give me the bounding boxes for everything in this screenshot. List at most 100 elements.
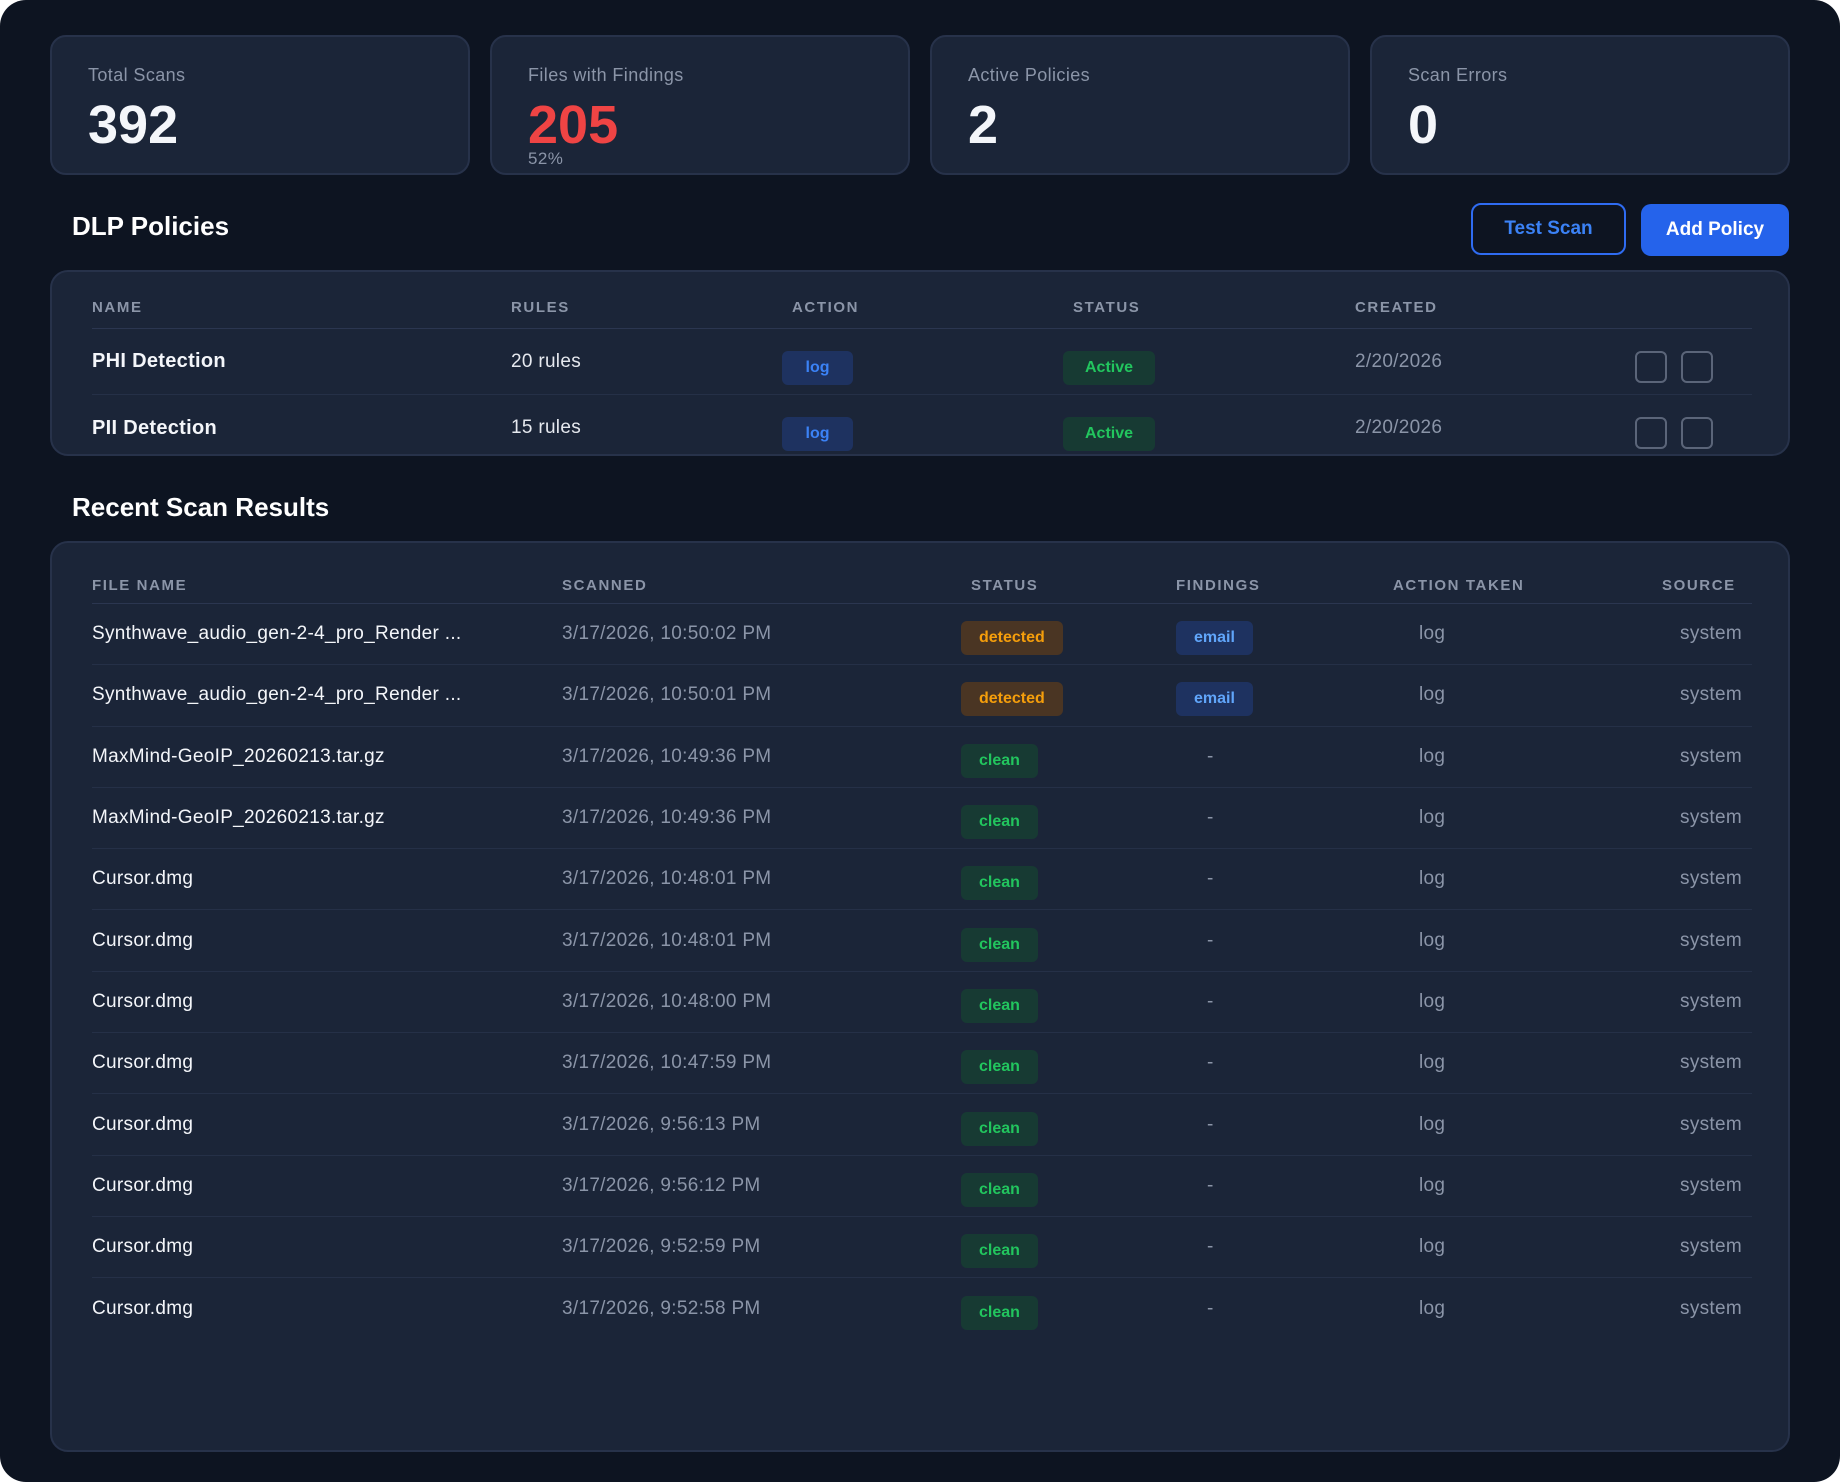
stat-card-files-with-findings: Files with Findings 205 52% [490, 35, 910, 175]
status-badge: clean [961, 866, 1038, 901]
scan-action-taken: log [1419, 990, 1446, 1012]
edit-icon[interactable] [1635, 417, 1667, 449]
policy-created: 2/20/2026 [1355, 417, 1443, 438]
status-badge: Active [1063, 350, 1155, 385]
scan-row[interactable]: MaxMind-GeoIP_20260213.tar.gz 3/17/2026, … [92, 788, 1752, 852]
status-badge: clean [961, 1295, 1038, 1330]
column-header-status: STATUS [971, 576, 1039, 594]
scan-timestamp: 3/17/2026, 9:56:12 PM [562, 1174, 761, 1196]
scan-timestamp: 3/17/2026, 10:50:01 PM [562, 684, 772, 706]
status-badge: clean [961, 1172, 1038, 1207]
stat-value: 205 [528, 95, 619, 155]
stat-card-scan-errors: Scan Errors 0 [1370, 35, 1790, 175]
scan-status-cell: clean [961, 731, 1038, 791]
column-header-created: CREATED [1355, 298, 1438, 316]
scan-status-cell: clean [961, 1160, 1038, 1220]
policy-rules: 20 rules [511, 350, 581, 372]
edit-icon[interactable] [1635, 351, 1667, 383]
scan-results-table: FILE NAME SCANNED STATUS FINDINGS ACTION… [50, 541, 1790, 1452]
scan-source: system [1680, 807, 1742, 829]
action-badge: log [782, 417, 853, 451]
scan-action-taken: log [1419, 807, 1446, 829]
scan-source: system [1680, 1113, 1742, 1135]
add-policy-button[interactable]: Add Policy [1641, 204, 1789, 256]
scan-timestamp: 3/17/2026, 9:52:58 PM [562, 1297, 761, 1319]
policies-section-title: DLP Policies [72, 211, 230, 241]
scan-row[interactable]: Synthwave_audio_gen-2-4_pro_Render ... 3/… [92, 604, 1752, 666]
scan-file-name: MaxMind-GeoIP_20260213.tar.gz [92, 807, 385, 829]
column-header-status: STATUS [1073, 298, 1141, 316]
scan-source: system [1680, 929, 1742, 951]
scan-findings: - [1207, 1174, 1214, 1196]
scan-file-name: Cursor.dmg [92, 1174, 194, 1196]
scan-row[interactable]: Cursor.dmg 3/17/2026, 10:48:01 PM clean - lo… [92, 849, 1752, 913]
scan-action-taken: log [1419, 1236, 1446, 1258]
scan-findings: - [1207, 868, 1214, 890]
scan-status-cell: clean [961, 915, 1038, 975]
scans-section-title: Recent Scan Results [72, 492, 330, 522]
scan-row[interactable]: Cursor.dmg 3/17/2026, 9:56:13 PM clean - log… [92, 1094, 1752, 1158]
action-badge: log [782, 350, 853, 385]
table-header: FILE NAME SCANNED STATUS FINDINGS ACTION… [92, 567, 1752, 604]
status-badge: clean [961, 1050, 1038, 1085]
scan-source: system [1680, 1174, 1742, 1196]
column-header-name: NAME [92, 298, 143, 316]
delete-icon[interactable] [1681, 417, 1713, 449]
scan-row[interactable]: MaxMind-GeoIP_20260213.tar.gz 3/17/2026, … [92, 727, 1752, 788]
column-header-rules: RULES [511, 298, 570, 316]
policy-row[interactable]: PII Detection 15 rules log Active 2/20/2… [92, 395, 1752, 454]
scan-source: system [1680, 990, 1742, 1012]
policy-action-cell: log [782, 401, 853, 454]
scan-status-cell: clean [961, 1098, 1038, 1158]
scan-status-cell: clean [961, 853, 1038, 913]
scan-timestamp: 3/17/2026, 10:49:36 PM [562, 745, 772, 767]
scan-source: system [1680, 684, 1742, 706]
scan-file-name: Cursor.dmg [92, 1297, 194, 1319]
finding-badge: email [1176, 621, 1253, 656]
scan-row[interactable]: Cursor.dmg 3/17/2026, 10:48:01 PM clean - lo… [92, 911, 1752, 972]
scan-findings: - [1207, 745, 1214, 767]
scan-timestamp: 3/17/2026, 10:48:01 PM [562, 868, 772, 890]
scan-timestamp: 3/17/2026, 10:48:01 PM [562, 929, 772, 951]
scan-findings: - [1207, 1297, 1214, 1319]
scan-action-taken: log [1419, 868, 1446, 890]
delete-icon[interactable] [1681, 351, 1713, 383]
scan-row[interactable]: Cursor.dmg 3/17/2026, 9:52:58 PM clean - log… [92, 1278, 1752, 1339]
scan-row[interactable]: Cursor.dmg 3/17/2026, 10:48:00 PM clean - lo… [92, 972, 1752, 1036]
test-scan-button[interactable]: Test Scan [1471, 203, 1626, 255]
scan-file-name: Synthwave_audio_gen-2-4_pro_Render ... [92, 684, 462, 706]
policy-name: PHI Detection [92, 350, 226, 372]
scan-status-cell: clean [961, 1037, 1038, 1097]
scan-file-name: Cursor.dmg [92, 868, 194, 890]
scan-status-cell: clean [961, 1221, 1038, 1281]
scan-action-taken: log [1419, 929, 1446, 951]
table-header: NAME RULES ACTION STATUS CREATED [92, 286, 1752, 329]
column-header-action-taken: ACTION TAKEN [1393, 576, 1525, 594]
scan-status-cell: clean [961, 792, 1038, 852]
policy-row[interactable]: PHI Detection 20 rules log Active 2/20/2… [92, 329, 1752, 395]
scan-findings: - [1207, 929, 1214, 951]
column-header-action: ACTION [792, 298, 860, 316]
policy-created: 2/20/2026 [1355, 350, 1443, 372]
policy-name: PII Detection [92, 416, 218, 439]
scan-status-cell: clean [961, 976, 1038, 1036]
scan-file-name: Cursor.dmg [92, 990, 194, 1012]
scan-file-name: Synthwave_audio_gen-2-4_pro_Render ... [92, 623, 462, 645]
scan-row[interactable]: Cursor.dmg 3/17/2026, 9:56:12 PM clean - log… [92, 1156, 1752, 1217]
scan-file-name: MaxMind-GeoIP_20260213.tar.gz [92, 745, 385, 767]
scan-timestamp: 3/17/2026, 10:48:00 PM [562, 990, 772, 1012]
stat-label: Active Policies [968, 65, 1091, 85]
scan-row[interactable]: Synthwave_audio_gen-2-4_pro_Render ... 3/… [92, 665, 1752, 727]
scan-action-taken: log [1419, 684, 1446, 706]
status-badge: clean [961, 988, 1038, 1023]
scan-findings: - [1207, 1236, 1214, 1258]
scan-row[interactable]: Cursor.dmg 3/17/2026, 9:52:59 PM clean - log… [92, 1217, 1752, 1281]
scan-source: system [1680, 1297, 1742, 1319]
scan-row[interactable]: Cursor.dmg 3/17/2026, 10:47:59 PM clean - lo… [92, 1033, 1752, 1097]
scan-timestamp: 3/17/2026, 9:56:13 PM [562, 1113, 761, 1135]
stat-card-active-policies: Active Policies 2 [930, 35, 1350, 175]
status-badge: clean [961, 1111, 1038, 1146]
scan-findings: - [1207, 1113, 1214, 1135]
column-header-scanned: SCANNED [562, 576, 648, 594]
stats-row: Total Scans 392 Files with Findings 205 … [50, 35, 1790, 175]
